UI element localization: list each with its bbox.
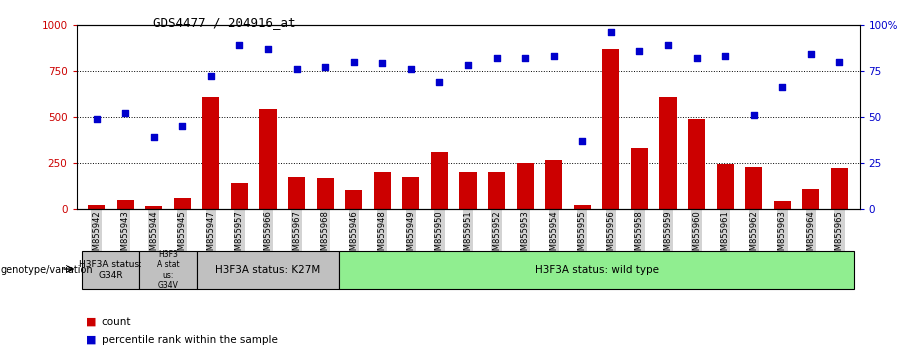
Point bbox=[118, 110, 132, 116]
Point bbox=[546, 53, 561, 59]
Point bbox=[346, 59, 361, 64]
Point bbox=[775, 85, 789, 90]
Text: ■: ■ bbox=[86, 317, 100, 327]
Text: H3F3A status: wild type: H3F3A status: wild type bbox=[535, 265, 659, 275]
Bar bbox=[88, 205, 105, 209]
Bar bbox=[288, 177, 305, 209]
Text: H3F3
A stat
us:
G34V: H3F3 A stat us: G34V bbox=[157, 250, 179, 290]
Point bbox=[490, 55, 504, 61]
Bar bbox=[716, 164, 734, 209]
Point bbox=[575, 138, 590, 144]
Point bbox=[689, 55, 704, 61]
Text: count: count bbox=[102, 317, 131, 327]
Bar bbox=[202, 97, 220, 209]
Point bbox=[604, 29, 618, 35]
Bar bbox=[459, 172, 477, 209]
Point bbox=[289, 66, 303, 72]
Point bbox=[175, 123, 189, 129]
Bar bbox=[374, 172, 391, 209]
Bar bbox=[116, 200, 134, 209]
Bar bbox=[602, 49, 619, 209]
Point bbox=[633, 48, 647, 53]
Bar bbox=[631, 148, 648, 209]
Point bbox=[147, 134, 161, 140]
Point bbox=[403, 66, 418, 72]
Bar bbox=[402, 177, 419, 209]
Point bbox=[318, 64, 332, 70]
Bar bbox=[660, 97, 677, 209]
Bar bbox=[317, 178, 334, 209]
Bar bbox=[774, 201, 791, 209]
Bar bbox=[196, 251, 339, 289]
Bar bbox=[573, 205, 591, 209]
Point bbox=[261, 46, 275, 52]
Bar bbox=[517, 163, 534, 209]
Bar bbox=[488, 172, 505, 209]
Bar bbox=[259, 109, 276, 209]
Text: H3F3A status:
G34R: H3F3A status: G34R bbox=[79, 260, 142, 280]
Bar bbox=[831, 169, 848, 209]
Point bbox=[432, 79, 446, 85]
Bar bbox=[174, 198, 191, 209]
Bar bbox=[339, 251, 854, 289]
Bar bbox=[82, 251, 140, 289]
Point bbox=[661, 42, 675, 48]
Point bbox=[203, 74, 218, 79]
Point bbox=[461, 62, 475, 68]
Point bbox=[375, 61, 390, 66]
Bar bbox=[140, 251, 196, 289]
Point bbox=[718, 53, 733, 59]
Text: GDS4477 / 204916_at: GDS4477 / 204916_at bbox=[153, 16, 295, 29]
Point bbox=[747, 112, 761, 118]
Point bbox=[518, 55, 533, 61]
Bar bbox=[431, 152, 448, 209]
Text: percentile rank within the sample: percentile rank within the sample bbox=[102, 335, 277, 345]
Text: H3F3A status: K27M: H3F3A status: K27M bbox=[215, 265, 320, 275]
Bar bbox=[145, 206, 162, 209]
Bar bbox=[688, 119, 706, 209]
Bar bbox=[345, 189, 363, 209]
Point bbox=[804, 51, 818, 57]
Point bbox=[89, 116, 104, 121]
Bar bbox=[745, 167, 762, 209]
Text: ■: ■ bbox=[86, 335, 100, 345]
Point bbox=[232, 42, 247, 48]
Point bbox=[832, 59, 847, 64]
Bar bbox=[545, 160, 562, 209]
Text: genotype/variation: genotype/variation bbox=[1, 265, 94, 275]
Bar bbox=[802, 189, 820, 209]
Bar bbox=[230, 183, 248, 209]
